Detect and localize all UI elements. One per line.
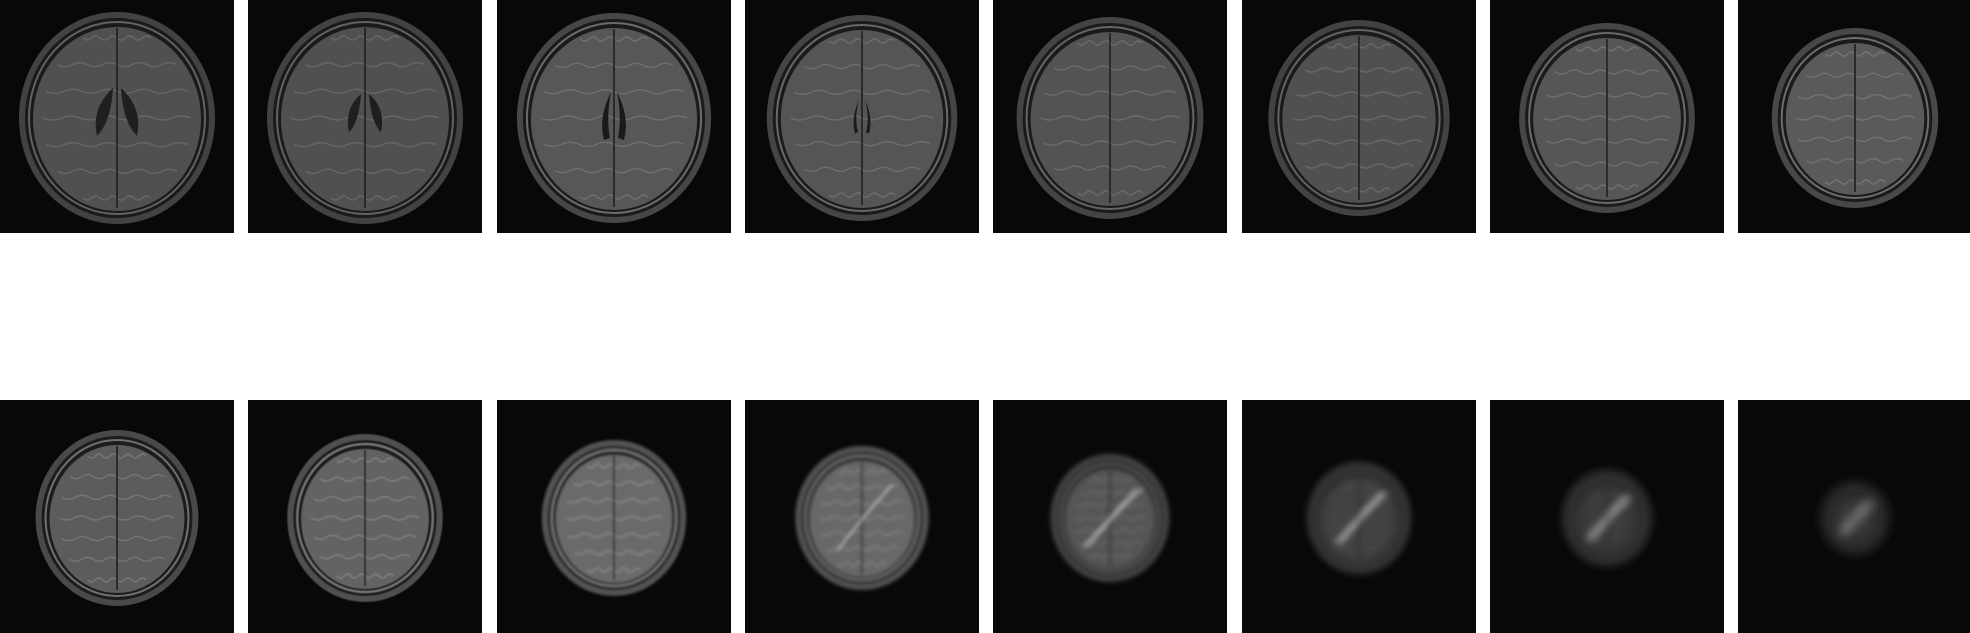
csf-rim — [1571, 479, 1643, 557]
vessel-line — [1840, 502, 1872, 534]
right-ventricle — [121, 88, 139, 136]
mri-slice-tile — [1242, 400, 1476, 633]
csf-rim — [296, 443, 434, 593]
mri-slice-tile — [745, 0, 979, 233]
mri-slice-image — [1016, 17, 1204, 219]
vessel-line — [1590, 496, 1627, 540]
mri-slice-tile — [745, 400, 979, 633]
mri-slice-tile — [248, 400, 482, 633]
left-ventricle — [853, 99, 859, 134]
mri-slice-image — [1821, 482, 1889, 554]
mri-slice-tile — [0, 0, 234, 233]
mri-slice-tile — [1738, 400, 1970, 633]
mri-slice-image — [35, 430, 199, 606]
left-ventricle — [347, 94, 361, 133]
csf-rim — [1316, 471, 1402, 565]
csf-rim — [1059, 463, 1161, 573]
mri-slice-tile — [248, 0, 482, 233]
mri-slice-image — [19, 12, 215, 224]
csf-rim — [525, 22, 703, 214]
mri-slice-tile — [1738, 0, 1970, 233]
mri-slice-tile — [1242, 0, 1476, 233]
mri-slice-tile — [1490, 0, 1724, 233]
left-ventricle — [602, 92, 611, 140]
csf-rim — [28, 21, 206, 215]
lower-slice-row — [0, 400, 1970, 633]
csf-rim — [804, 455, 920, 581]
upper-slice-row — [0, 0, 1970, 233]
csf-rim — [1277, 29, 1441, 207]
mri-slice-image — [541, 440, 687, 596]
mri-slice-image — [287, 434, 443, 602]
mri-slice-tile — [497, 400, 731, 633]
mri-slice-image — [1268, 20, 1450, 216]
mri-slice-image — [267, 12, 463, 224]
mri-slice-tile — [0, 400, 234, 633]
mri-slice-image — [766, 15, 958, 221]
csf-rim — [276, 21, 454, 215]
mri-slice-image — [516, 13, 712, 223]
mri-slice-image — [1307, 462, 1411, 574]
left-ventricle — [95, 88, 113, 136]
mri-slice-image — [1519, 23, 1695, 213]
csf-rim — [775, 24, 949, 212]
vessel-line — [1339, 492, 1383, 544]
right-ventricle — [617, 92, 626, 140]
mri-slice-image — [1562, 470, 1652, 566]
mri-slice-tile — [497, 0, 731, 233]
mri-slice-image — [1050, 454, 1170, 582]
mri-slice-image — [795, 446, 929, 590]
csf-rim — [44, 439, 190, 597]
csf-rim — [1025, 26, 1195, 210]
csf-rim — [1528, 32, 1686, 204]
right-ventricle — [369, 94, 383, 133]
mri-slice-tile — [993, 400, 1227, 633]
mri-slice-tile — [1490, 400, 1724, 633]
mri-slice-image — [1771, 28, 1939, 208]
vessel-line — [1082, 488, 1143, 548]
csf-rim — [550, 449, 678, 587]
vessel-line — [836, 484, 893, 552]
mri-slice-tile — [993, 0, 1227, 233]
right-ventricle — [865, 99, 871, 134]
csf-rim — [1780, 37, 1930, 199]
csf-rim — [1830, 491, 1880, 545]
